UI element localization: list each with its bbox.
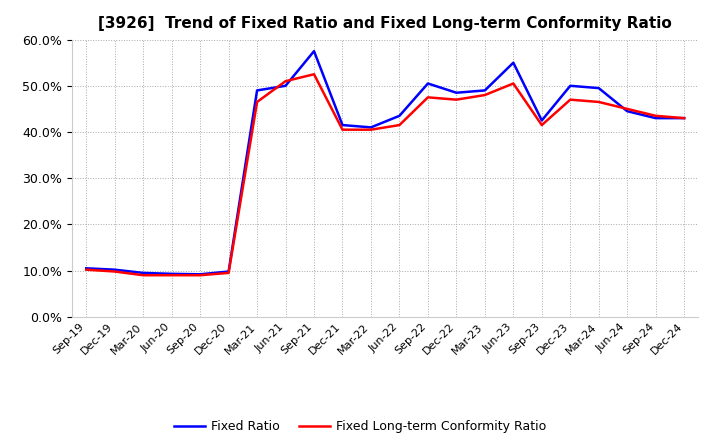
Fixed Long-term Conformity Ratio bbox=[566, 97, 575, 102]
Fixed Ratio bbox=[452, 90, 461, 95]
Fixed Ratio bbox=[623, 109, 631, 114]
Fixed Ratio bbox=[509, 60, 518, 65]
Fixed Ratio bbox=[110, 267, 119, 272]
Fixed Long-term Conformity Ratio bbox=[595, 99, 603, 105]
Fixed Long-term Conformity Ratio bbox=[509, 81, 518, 86]
Fixed Ratio bbox=[225, 269, 233, 274]
Fixed Long-term Conformity Ratio bbox=[652, 113, 660, 118]
Fixed Long-term Conformity Ratio bbox=[282, 78, 290, 84]
Fixed Ratio bbox=[395, 113, 404, 118]
Fixed Long-term Conformity Ratio bbox=[225, 270, 233, 275]
Fixed Long-term Conformity Ratio bbox=[196, 272, 204, 278]
Title: [3926]  Trend of Fixed Ratio and Fixed Long-term Conformity Ratio: [3926] Trend of Fixed Ratio and Fixed Lo… bbox=[99, 16, 672, 32]
Fixed Long-term Conformity Ratio bbox=[310, 72, 318, 77]
Fixed Ratio bbox=[338, 122, 347, 128]
Fixed Long-term Conformity Ratio bbox=[167, 272, 176, 278]
Fixed Ratio bbox=[167, 271, 176, 276]
Fixed Ratio bbox=[480, 88, 489, 93]
Fixed Long-term Conformity Ratio bbox=[253, 99, 261, 105]
Fixed Long-term Conformity Ratio bbox=[537, 122, 546, 128]
Fixed Long-term Conformity Ratio bbox=[452, 97, 461, 102]
Fixed Ratio bbox=[595, 85, 603, 91]
Fixed Ratio bbox=[196, 271, 204, 277]
Fixed Ratio bbox=[537, 118, 546, 123]
Fixed Ratio bbox=[139, 270, 148, 275]
Fixed Ratio bbox=[423, 81, 432, 86]
Fixed Long-term Conformity Ratio bbox=[110, 269, 119, 274]
Fixed Long-term Conformity Ratio bbox=[423, 95, 432, 100]
Fixed Long-term Conformity Ratio bbox=[338, 127, 347, 132]
Line: Fixed Ratio: Fixed Ratio bbox=[86, 51, 684, 274]
Fixed Long-term Conformity Ratio bbox=[480, 92, 489, 98]
Fixed Ratio bbox=[282, 83, 290, 88]
Fixed Ratio bbox=[680, 115, 688, 121]
Fixed Long-term Conformity Ratio bbox=[680, 115, 688, 121]
Fixed Ratio bbox=[566, 83, 575, 88]
Fixed Long-term Conformity Ratio bbox=[82, 267, 91, 272]
Fixed Ratio bbox=[310, 48, 318, 54]
Legend: Fixed Ratio, Fixed Long-term Conformity Ratio: Fixed Ratio, Fixed Long-term Conformity … bbox=[168, 415, 552, 438]
Fixed Ratio bbox=[652, 115, 660, 121]
Fixed Ratio bbox=[82, 266, 91, 271]
Fixed Ratio bbox=[366, 125, 375, 130]
Line: Fixed Long-term Conformity Ratio: Fixed Long-term Conformity Ratio bbox=[86, 74, 684, 275]
Fixed Long-term Conformity Ratio bbox=[395, 122, 404, 128]
Fixed Long-term Conformity Ratio bbox=[623, 106, 631, 111]
Fixed Long-term Conformity Ratio bbox=[366, 127, 375, 132]
Fixed Ratio bbox=[253, 88, 261, 93]
Fixed Long-term Conformity Ratio bbox=[139, 272, 148, 278]
